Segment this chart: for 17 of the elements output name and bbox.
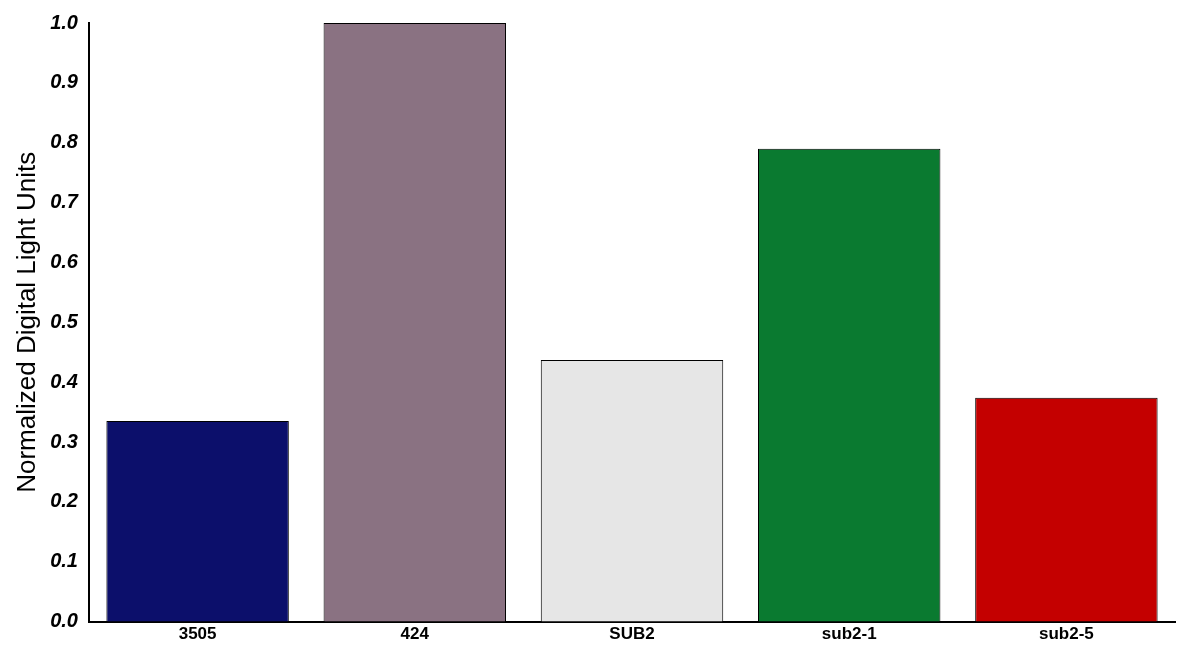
y-tick-label: 1.0 xyxy=(50,10,78,33)
y-tick-label: 0.4 xyxy=(50,369,78,392)
x-tick-label: SUB2 xyxy=(609,624,655,644)
x-tick-label: 3505 xyxy=(178,624,217,644)
y-tick-label: 0.2 xyxy=(50,489,78,512)
y-tick-label: 0.8 xyxy=(50,130,79,153)
y-tick-label: 0.1 xyxy=(50,549,78,572)
y-axis-title: Normalized Digital Light Units xyxy=(10,151,41,493)
y-tick-label: 0.5 xyxy=(50,309,79,332)
x-tick-label: sub2-1 xyxy=(821,624,877,644)
x-tick-label: 424 xyxy=(400,624,430,644)
y-tick-label: 0.7 xyxy=(50,190,79,213)
y-tick-label: 0.0 xyxy=(50,609,78,632)
y-tick-label: 0.9 xyxy=(50,70,79,93)
y-tick-label: 0.6 xyxy=(50,249,79,272)
y-tick-label: 0.3 xyxy=(50,429,78,452)
x-tick-label: sub2-5 xyxy=(1039,624,1094,644)
